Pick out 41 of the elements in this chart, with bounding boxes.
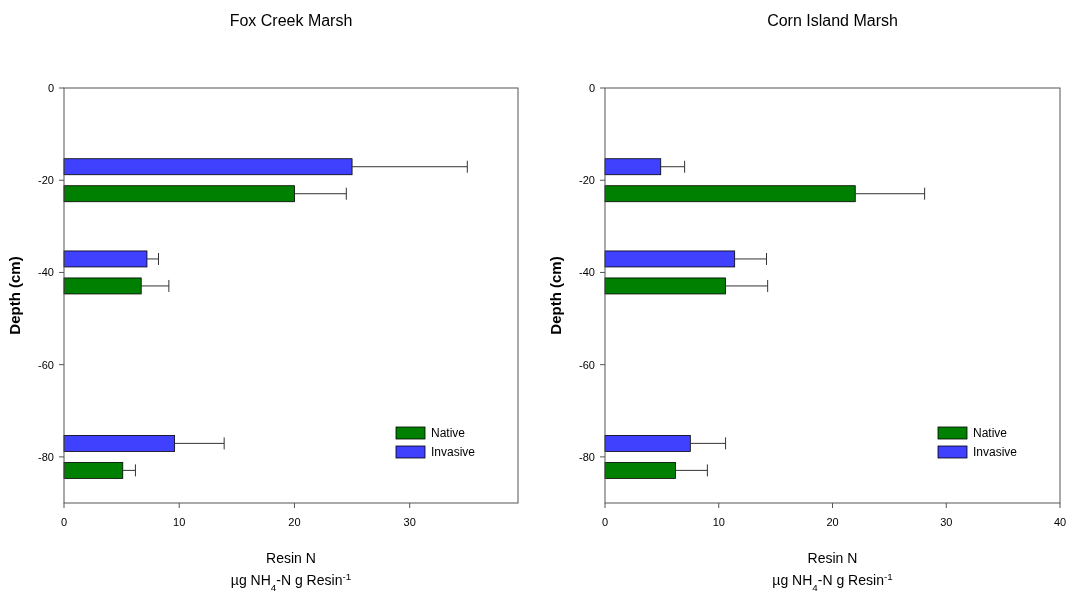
x-tick-label: 0	[601, 516, 609, 528]
y-tick-label: -60	[579, 358, 595, 371]
chart-title: Fox Creek Marsh	[229, 12, 353, 29]
x-tick-label: 30	[403, 516, 416, 528]
x-tick-label: 20	[826, 516, 839, 528]
legend-label: Native	[973, 426, 1008, 440]
y-tick-label: -40	[579, 266, 595, 279]
bar	[63, 158, 353, 176]
x-tick-label: 10	[173, 516, 186, 528]
bar	[604, 277, 726, 295]
y-tick-label: -20	[579, 174, 595, 187]
legend-label: Invasive	[431, 445, 476, 459]
y-tick-label: -60	[38, 358, 54, 371]
bar	[604, 250, 736, 268]
y-axis-title: Depth (cm)	[6, 256, 23, 335]
x-tick-label: 0	[60, 516, 68, 528]
bar	[604, 185, 856, 203]
x-tick-label: 10	[712, 516, 725, 528]
legend-label: Native	[431, 426, 466, 440]
y-tick-label: 0	[47, 82, 54, 94]
bar	[63, 250, 148, 268]
x-tick-label: 20	[288, 516, 301, 528]
chart-title: Corn Island Marsh	[767, 12, 898, 29]
y-tick-label: 0	[588, 82, 595, 94]
y-tick-label: -80	[38, 450, 54, 463]
bar	[604, 158, 662, 176]
legend-label: Invasive	[973, 445, 1018, 459]
bar	[63, 277, 142, 295]
bar	[63, 434, 176, 452]
bar	[604, 461, 676, 479]
x-axis-title: Resin N µg NH$_{4}$-N g Resin$^{-1}$	[230, 550, 352, 593]
y-tick-label: -20	[38, 174, 54, 187]
bar	[63, 461, 124, 479]
x-tick-label: 40	[1053, 516, 1067, 528]
y-tick-label: -40	[38, 266, 54, 279]
x-tick-label: 30	[940, 516, 953, 528]
y-axis-title: Depth (cm)	[547, 256, 564, 335]
bar	[63, 185, 295, 203]
x-axis-title: Resin N µg NH$_{4}$-N g Resin$^{-1}$	[772, 550, 893, 593]
y-tick-label: -80	[579, 450, 595, 463]
bar	[604, 434, 691, 452]
